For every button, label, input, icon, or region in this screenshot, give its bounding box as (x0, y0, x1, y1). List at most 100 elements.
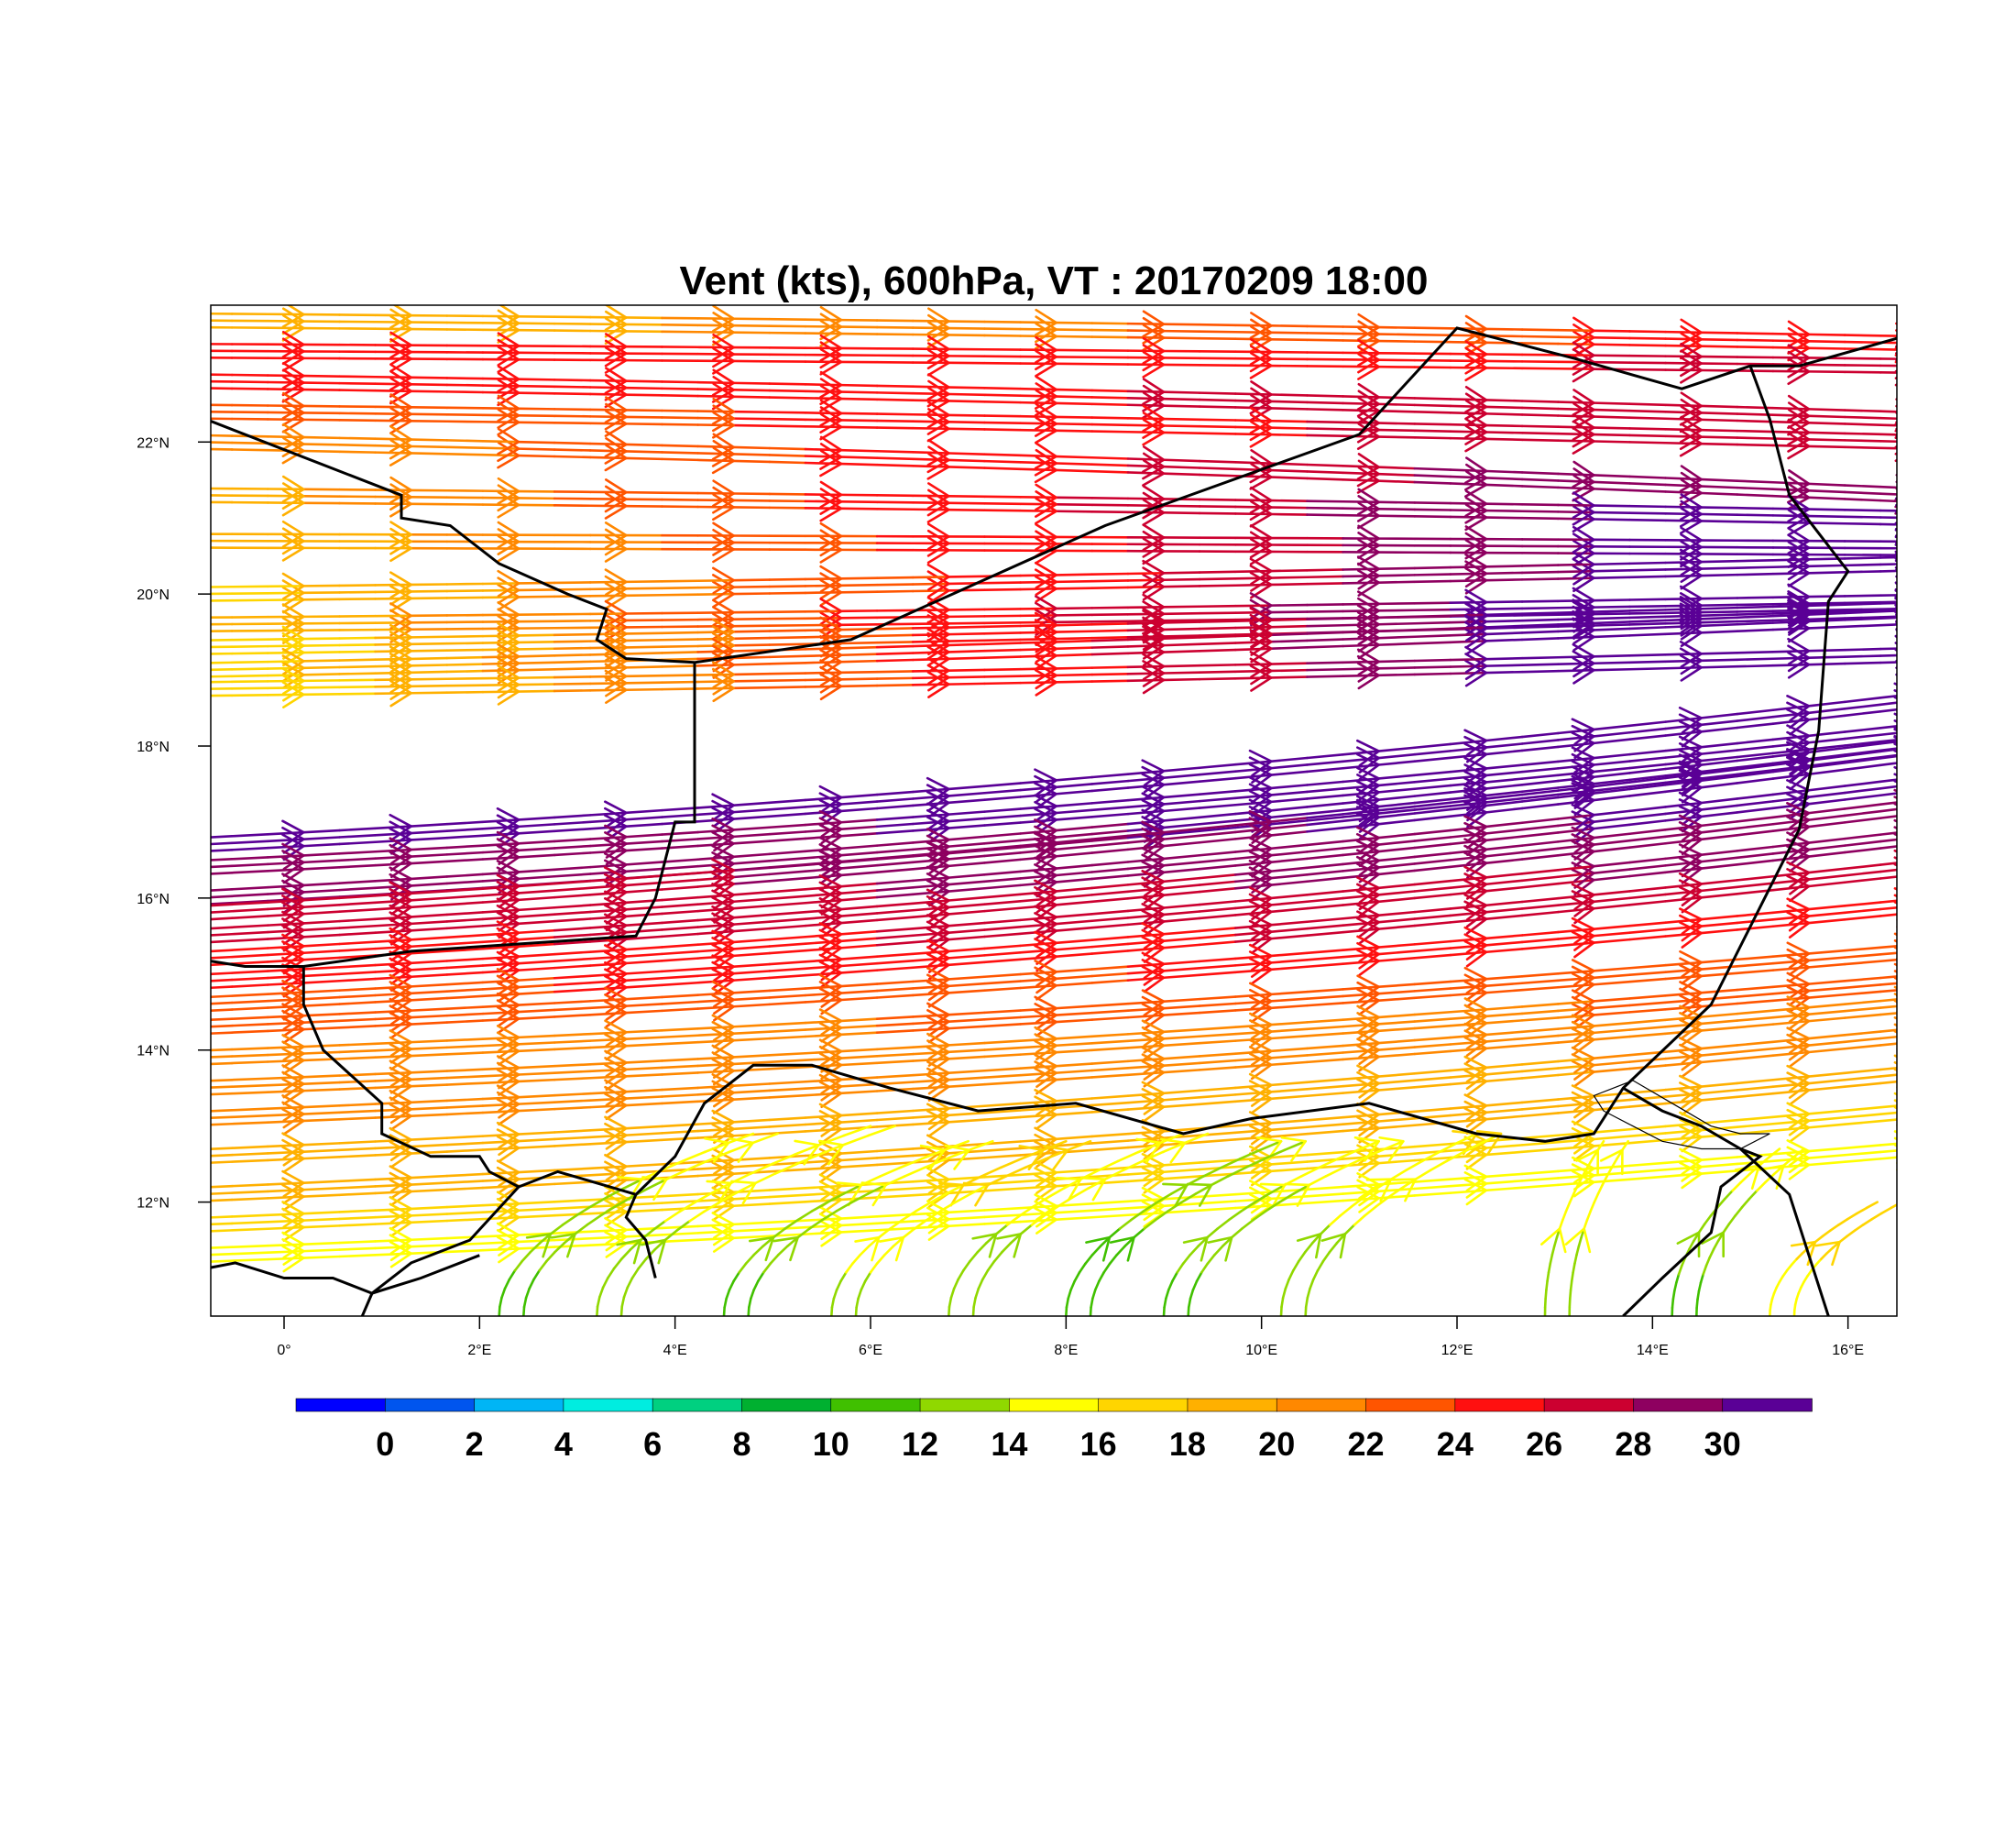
wind-segment (1556, 569, 1595, 574)
wind-segment (588, 1075, 628, 1080)
wind-arrowhead (1786, 868, 1811, 895)
wind-arrowhead (1249, 499, 1273, 528)
wind-segment (696, 458, 735, 463)
wind-segment (804, 424, 843, 429)
wind-segment (1055, 863, 1094, 870)
wind-segment (211, 1078, 234, 1082)
wind-segment (302, 1003, 341, 1007)
wind-segment (1019, 779, 1057, 785)
wind-segment (517, 983, 556, 989)
wind-segment (1019, 948, 1057, 954)
wind-segment (1342, 784, 1380, 790)
wind-segment (1736, 513, 1775, 517)
wind-segment (1306, 826, 1344, 833)
wind-segment (1413, 620, 1452, 625)
wind-arrowhead (712, 598, 735, 627)
wind-arrowhead (1679, 562, 1703, 590)
wind-segment (1664, 801, 1703, 808)
wind-segment (661, 903, 699, 908)
wind-segment (875, 1116, 915, 1122)
wind-segment (1342, 643, 1380, 648)
wind-segment (625, 888, 663, 894)
wind-segment (374, 678, 412, 682)
wind-segment (1807, 714, 1846, 721)
wind-segment (1126, 796, 1166, 802)
wind-arrowhead (1141, 1019, 1166, 1048)
wind-segment (410, 822, 449, 828)
wind-segment (839, 851, 879, 857)
wind-segment (1342, 816, 1380, 823)
wind-arrowhead (1572, 427, 1595, 455)
wind-segment (1664, 665, 1703, 670)
wind-segment (1126, 1105, 1166, 1111)
wind-arrowhead (389, 439, 412, 466)
wind-segment (1055, 886, 1094, 893)
wind-segment (230, 970, 269, 974)
wind-segment (1055, 639, 1094, 643)
wind-segment (1342, 960, 1380, 965)
wind-segment (1628, 427, 1667, 431)
wind-segment (1628, 416, 1667, 421)
wind-segment (266, 637, 305, 641)
wind-segment (911, 838, 950, 844)
wind-segment (839, 1157, 879, 1162)
wind-segment (1807, 768, 1846, 776)
wind-arrowhead (712, 318, 735, 346)
wind-segment (875, 893, 915, 899)
wind-segment (1090, 822, 1130, 829)
wind-arrowhead (819, 494, 843, 522)
wind-segment (1628, 963, 1667, 970)
wind-segment (732, 840, 772, 845)
wind-segment (1198, 838, 1237, 844)
wind-segment (410, 1076, 449, 1081)
wind-segment (211, 1191, 234, 1195)
wind-segment (1628, 864, 1667, 871)
wind-arrowhead (1786, 609, 1811, 636)
wind-segment (1879, 433, 1897, 436)
wind-segment (1233, 923, 1273, 929)
wind-arrowhead (1679, 493, 1703, 521)
wind-segment (911, 883, 950, 889)
wind-segment (804, 1166, 843, 1171)
wind-segment (588, 997, 628, 1003)
wind-segment (1485, 790, 1524, 797)
wind-segment (230, 1060, 269, 1065)
wind-arrowhead (818, 981, 843, 1008)
wind-segment (1270, 880, 1309, 886)
wind-arrowhead (1141, 816, 1166, 843)
wind-arrowhead (389, 534, 412, 563)
wind-segment (804, 1019, 843, 1025)
wind-arrowhead (496, 860, 520, 887)
wind-segment (445, 383, 485, 387)
wind-arrowhead (389, 659, 412, 687)
wind-segment (211, 373, 234, 377)
wind-segment (1233, 896, 1273, 903)
wind-arrowhead (1893, 970, 1897, 997)
wind-segment (983, 870, 1022, 876)
wind-segment (1628, 886, 1667, 893)
wind-arrowhead (1463, 742, 1488, 770)
wind-segment (1843, 1068, 1882, 1075)
wind-arrowhead (1035, 490, 1057, 518)
wind-segment (1377, 428, 1417, 433)
wind-segment (1628, 921, 1667, 927)
wind-arrowhead (926, 1046, 950, 1074)
wind-segment (553, 957, 592, 962)
wind-arrowhead (1034, 800, 1057, 829)
wind-arrowhead (819, 604, 843, 632)
wind-segment (1377, 500, 1417, 504)
wind-segment (839, 1017, 879, 1023)
wind-segment (1449, 1008, 1488, 1014)
wind-segment (1198, 824, 1237, 830)
wind-arrowhead (926, 853, 950, 882)
wind-arrowhead (1571, 774, 1595, 803)
wind-segment (1700, 755, 1739, 763)
wind-segment (1593, 1021, 1631, 1027)
wind-arrowhead (1679, 620, 1703, 648)
wind-segment (302, 637, 341, 641)
wind-segment (839, 390, 879, 394)
wind-segment (1090, 423, 1130, 427)
wind-segment (1485, 742, 1524, 749)
wind-segment (1485, 1070, 1524, 1076)
wind-arrowhead (497, 305, 520, 330)
